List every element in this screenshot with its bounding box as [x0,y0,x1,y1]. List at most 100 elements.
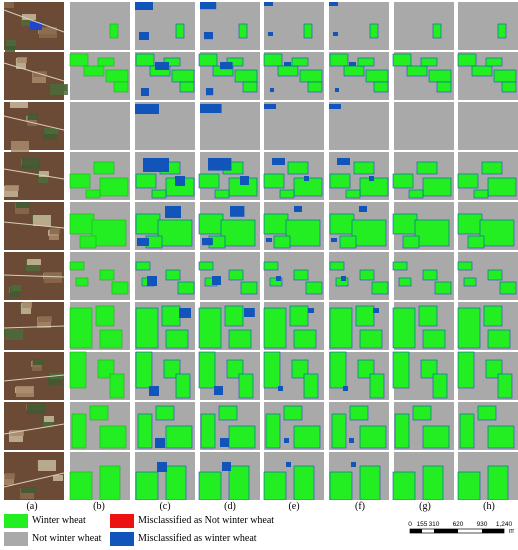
panel-r7-e [263,302,324,350]
panel-r9-f [329,402,389,450]
panel-r2-e [263,52,324,100]
panel-r1-c [135,2,195,50]
panel-r6-e [263,252,324,300]
panel-r7-b [69,302,130,350]
panel-r7-d [198,302,260,350]
panel-r10-h [457,452,518,500]
legend-swatch-not-winter-wheat [4,532,28,546]
panel-r3-a [3,102,65,152]
scale-tick-930: 930 [477,521,488,528]
scale-bar: 0 155 310 620 930 1,240 m [408,521,514,535]
panel-r2-a [3,52,68,100]
panel-r4-e [263,152,324,200]
panel-r7-a [3,302,65,350]
classification-grid [3,2,518,500]
panel-r10-f [329,452,389,500]
panel-r8-g [392,351,454,400]
legend-label-winter-wheat: Winter wheat [32,515,86,526]
panel-r5-d [198,202,260,250]
panel-r10-e [263,452,324,500]
panel-r9-a [3,402,65,450]
scale-tick-310: 310 [429,521,440,528]
legend-swatch-misclassified-wheat [110,532,134,546]
panel-r9-e [264,402,324,450]
panel-r4-b [69,152,130,200]
panel-r7-c [135,302,195,350]
panel-r6-d [198,252,260,300]
panel-r7-h [457,302,518,350]
panel-r10-d [198,452,260,500]
panel-r3-h [458,102,518,150]
panel-r5-c [135,202,195,250]
legend-label-misclassified-wheat: Misclassified as winter wheat [138,533,257,544]
col-label-b: (b) [93,501,105,512]
panel-r10-g [392,452,454,500]
panel-r2-c [135,52,195,100]
panel-r2-b [69,52,130,100]
panel-r5-a [3,202,65,250]
panel-r4-h [457,152,518,200]
legend-label-not-winter-wheat: Not winter wheat [32,533,102,544]
panel-r9-h [458,402,518,450]
panel-r6-f [329,252,389,300]
panel-r10-b [69,452,130,500]
panel-r3-e [264,102,324,150]
panel-r8-a [3,352,65,400]
panel-r1-d [200,2,260,50]
panel-r4-a [3,152,65,200]
panel-r5-e [263,202,324,250]
panel-r3-b [70,102,130,150]
panel-r1-e [264,2,324,50]
legend-swatch-misclassified-not [110,514,134,528]
panel-r6-h [457,252,518,300]
panel-r10-c [135,452,195,500]
panel-r8-c [135,351,195,400]
panel-r9-g [394,402,454,450]
col-label-d: (d) [224,501,236,512]
panel-r3-f [329,102,389,150]
legend-label-misclassified-not: Misclassified as Not winter wheat [138,515,275,526]
col-label-g: (g) [419,501,431,512]
panel-r3-g [394,102,454,150]
panel-r1-g [394,2,454,50]
panel-r5-b [69,202,130,250]
panel-r4-f [329,152,389,200]
panel-r7-g [392,302,454,350]
panel-r4-d [198,152,260,200]
panel-r8-b [69,351,130,400]
panel-r5-f [329,202,389,250]
legend-swatch-winter-wheat [4,514,28,528]
panel-r9-b [70,402,130,450]
panel-r6-c [135,252,195,300]
col-label-c: (c) [159,501,171,512]
panel-r7-f [329,302,389,350]
col-label-e: (e) [288,501,300,512]
panel-r2-g [392,52,454,100]
panel-r1-f [329,2,389,50]
scale-unit: m [509,528,514,535]
panel-r8-d [198,351,260,400]
panel-r10-a [3,452,65,500]
panel-r1-h [458,2,518,50]
col-label-h: (h) [483,501,495,512]
panel-r6-b [69,252,130,300]
panel-r3-c [135,102,195,150]
panel-r2-d [198,52,260,100]
panel-r8-e [263,351,324,400]
col-label-f: (f) [355,501,365,512]
panel-r4-c [135,152,195,200]
panel-r8-f [329,351,389,400]
scale-tick-620: 620 [453,521,464,528]
panel-r1-b [70,2,130,50]
panel-r8-h [457,351,518,400]
panel-r3-d [200,102,260,150]
scale-tick-1240: 1,240 [496,521,513,528]
panel-r2-h [457,52,518,100]
panel-r9-c [135,402,195,450]
scale-tick-155: 155 [417,521,428,528]
panel-r6-a [3,252,65,300]
panel-r4-g [392,152,454,200]
panel-r1-a [3,2,65,52]
panel-r5-g [392,202,454,250]
scale-tick-0: 0 [408,521,412,528]
